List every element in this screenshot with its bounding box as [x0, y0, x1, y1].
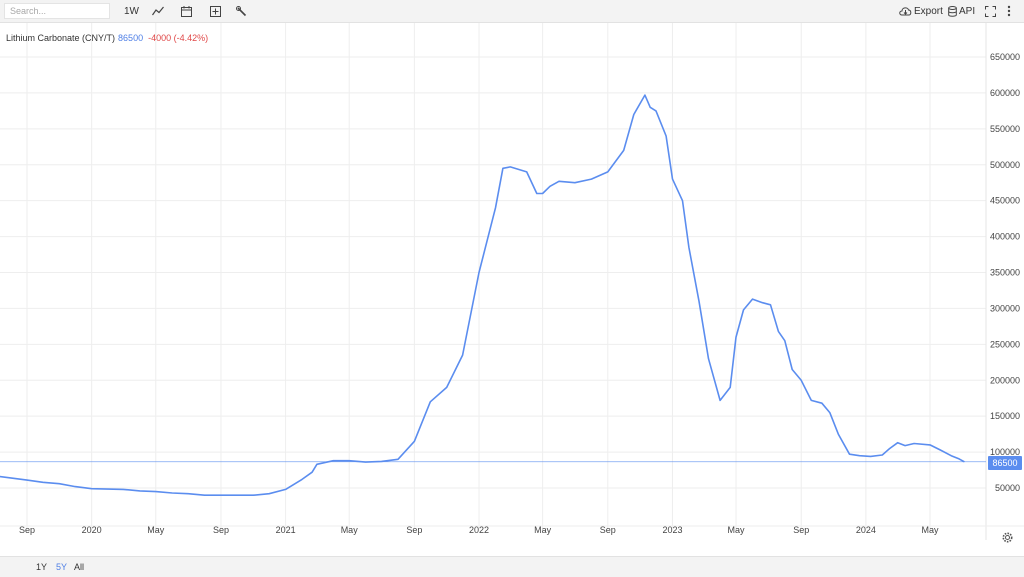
y-tick-label: 500000 — [990, 160, 1020, 170]
x-tick-label: Sep — [19, 525, 35, 535]
wrench-icon[interactable] — [236, 3, 247, 19]
x-tick-label: Sep — [600, 525, 616, 535]
y-tick-label: 50000 — [995, 483, 1020, 493]
x-tick-label: 2023 — [662, 525, 682, 535]
y-tick-label: 150000 — [990, 411, 1020, 421]
legend-change: -4000 (-4.42%) — [148, 33, 209, 43]
fullscreen-icon[interactable] — [985, 3, 996, 19]
y-tick-label: 550000 — [990, 124, 1020, 134]
chart-area[interactable]: 50000 100000 150000 200000 250000 300000 35000… — [0, 23, 1024, 556]
y-tick-label: 100000 — [990, 447, 1020, 457]
price-chart: 50000 100000 150000 200000 250000 300000 35000… — [0, 23, 1024, 540]
last-price-tag: 86500 — [988, 456, 1022, 470]
cloud-download-icon — [899, 6, 912, 16]
y-tick-label: 300000 — [990, 303, 1020, 313]
x-tick-label: May — [921, 525, 939, 535]
calendar-icon[interactable] — [181, 3, 192, 19]
api-button[interactable]: API — [948, 3, 975, 19]
more-icon[interactable] — [1007, 3, 1011, 19]
legend-last-value: 86500 — [118, 33, 144, 43]
legend-series-name: Lithium Carbonate (CNY/T) — [6, 33, 116, 43]
range-all-button[interactable]: All — [74, 562, 85, 572]
period-button[interactable]: 1W — [124, 5, 139, 17]
settings-gear-icon[interactable] — [1002, 530, 1013, 548]
y-tick-label: 450000 — [990, 196, 1020, 206]
api-label: API — [959, 5, 976, 17]
add-indicator-icon[interactable] — [210, 3, 221, 19]
range-bar: 1Y 5Y All — [0, 556, 1024, 577]
x-tick-label: May — [728, 525, 746, 535]
y-tick-label: 650000 — [990, 52, 1020, 62]
y-tick-label: 250000 — [990, 339, 1020, 349]
x-tick-label: Sep — [213, 525, 229, 535]
x-tick-label: May — [534, 525, 552, 535]
x-tick-label: May — [147, 525, 165, 535]
x-tick-label: 2024 — [856, 525, 876, 535]
range-1y-button[interactable]: 1Y — [36, 562, 48, 572]
y-tick-label: 200000 — [990, 375, 1020, 385]
line-chart-icon[interactable] — [152, 3, 164, 19]
search-input[interactable] — [4, 3, 110, 19]
x-tick-label: 2020 — [82, 525, 102, 535]
export-label: Export — [914, 5, 943, 17]
x-tick-label: 2022 — [469, 525, 489, 535]
y-tick-label: 600000 — [990, 88, 1020, 98]
export-button[interactable]: Export — [899, 3, 943, 19]
x-tick-label: May — [341, 525, 359, 535]
database-icon — [948, 5, 957, 17]
toolbar: 1W Export API — [0, 0, 1024, 23]
chart-legend: Lithium Carbonate (CNY/T) 86500 -4000 (-4.… — [6, 33, 208, 43]
x-tick-label: 2021 — [276, 525, 296, 535]
range-5y-button[interactable]: 5Y — [56, 562, 68, 572]
y-tick-label: 350000 — [990, 268, 1020, 278]
series-line — [0, 94, 965, 497]
y-tick-label: 400000 — [990, 232, 1020, 242]
x-tick-label: Sep — [793, 525, 809, 535]
x-tick-label: Sep — [406, 525, 422, 535]
